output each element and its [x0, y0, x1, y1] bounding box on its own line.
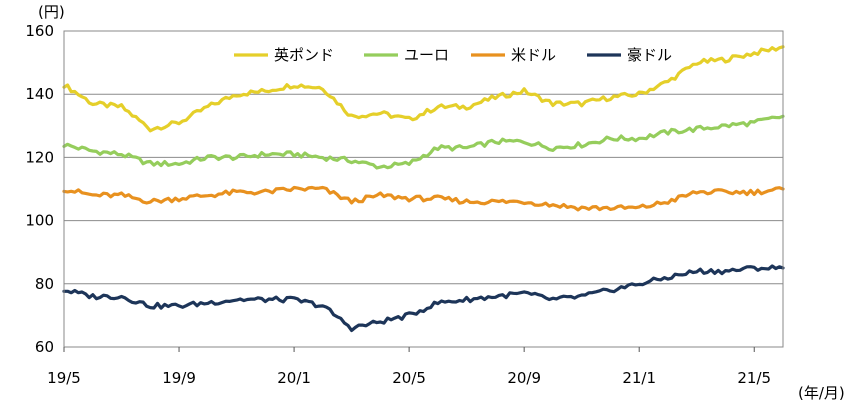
y-tick-label: 140 [25, 85, 54, 103]
series-line-3 [62, 264, 785, 333]
x-tick-label: 20/9 [507, 369, 541, 387]
x-tick-label: 20/5 [392, 369, 426, 387]
x-axis-unit-label: (年/月) [798, 384, 845, 402]
x-tick-label: 19/5 [47, 369, 81, 387]
series-line-0 [62, 45, 785, 133]
legend: 英ポンド ユーロ 米ドル 豪ドル [234, 46, 672, 64]
legend-label: 英ポンド [274, 46, 334, 64]
y-tick-label: 80 [35, 275, 54, 293]
legend-label: 米ドル [511, 46, 556, 64]
legend-label: 豪ドル [627, 46, 672, 64]
y-tick-label: 100 [25, 212, 54, 230]
x-tick-label: 20/1 [277, 369, 311, 387]
y-tick-label: 160 [25, 22, 54, 40]
y-axis-unit-label: (円) [38, 3, 65, 21]
x-axis-ticks: 19/5 19/9 20/1 20/5 20/9 21/1 21/5 [47, 347, 771, 387]
y-tick-label: 60 [35, 338, 54, 356]
x-tick-label: 19/9 [162, 369, 196, 387]
y-axis-ticks: 60 80 100 120 140 160 [25, 22, 54, 356]
legend-label: ユーロ [404, 46, 449, 64]
series-line-2 [62, 185, 785, 212]
x-tick-label: 21/1 [622, 369, 656, 387]
y-tick-label: 120 [25, 148, 54, 166]
x-tick-label: 21/5 [737, 369, 771, 387]
plot-frame [63, 30, 784, 348]
series-line-1 [62, 114, 785, 170]
series-lines [62, 45, 785, 333]
